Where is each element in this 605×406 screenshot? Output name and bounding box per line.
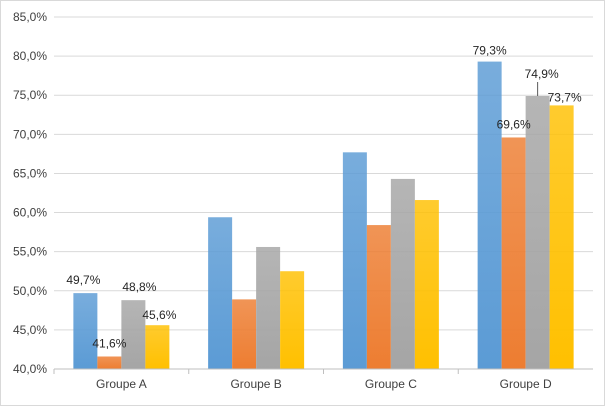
y-tick-label: 40,0% (13, 362, 47, 376)
data-label: 41,6% (92, 336, 126, 350)
bar (121, 300, 146, 369)
y-tick-label: 45,0% (13, 323, 47, 337)
y-tick-label: 55,0% (13, 245, 47, 259)
category-label: Groupe C (365, 377, 417, 391)
y-tick-label: 65,0% (13, 166, 47, 180)
data-label: 48,8% (122, 280, 156, 294)
bar (366, 225, 391, 369)
bar (280, 271, 305, 369)
category-label: Groupe B (230, 377, 281, 391)
bar (549, 105, 574, 369)
bars (73, 61, 574, 369)
bar (256, 246, 281, 369)
y-tick-label: 50,0% (13, 284, 47, 298)
y-tick-label: 70,0% (13, 127, 47, 141)
category-label: Groupe D (500, 377, 552, 391)
bar (97, 356, 122, 369)
y-tick-label: 60,0% (13, 206, 47, 220)
bar (477, 61, 502, 369)
bar (390, 178, 415, 369)
x-axis: Groupe A Groupe B Groupe C Groupe D (53, 368, 593, 391)
data-label: 69,6% (497, 117, 531, 131)
bar (342, 152, 367, 369)
y-tick-label: 75,0% (13, 88, 47, 102)
bar (73, 293, 98, 369)
data-label: 74,9% (525, 67, 559, 81)
data-label: 49,7% (66, 273, 100, 287)
bar (145, 325, 170, 369)
data-label: 73,7% (548, 90, 582, 104)
bar (501, 137, 526, 369)
bar (232, 299, 257, 369)
data-label: 45,6% (142, 308, 176, 322)
y-axis: 40,0% 45,0% 50,0% 55,0% 60,0% 65,0% 70,0% 75,0%… (13, 10, 47, 376)
data-labels: 49,7% 41,6% 48,8% 45,6% 79,3% 69,6% 74,9% 73,7% (66, 44, 582, 351)
y-tick-label: 85,0% (13, 10, 47, 24)
data-label: 79,3% (473, 44, 507, 58)
bar (525, 96, 550, 369)
category-label: Groupe A (96, 377, 147, 391)
bar (208, 217, 233, 369)
y-tick-label: 80,0% (13, 49, 47, 63)
bar (414, 200, 439, 369)
